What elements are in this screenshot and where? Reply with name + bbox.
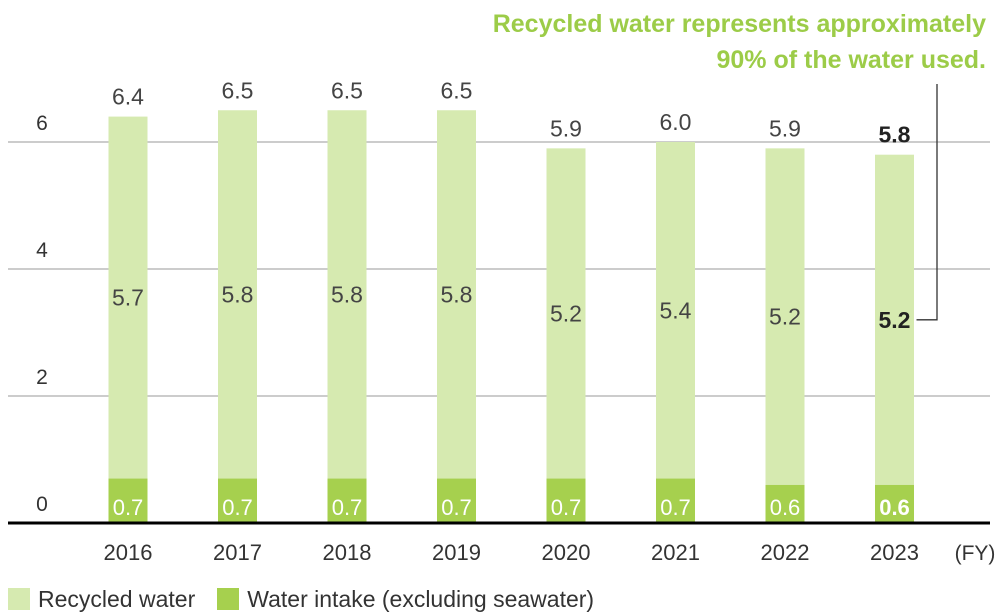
x-tick-label-2020: 2020 xyxy=(542,540,591,565)
total-label-2022: 5.9 xyxy=(769,115,801,141)
bar-recycled-2020 xyxy=(546,148,586,479)
bar-recycled-2018 xyxy=(327,110,367,479)
bar-intake-2016 xyxy=(108,478,148,523)
y-tick-label: 6 xyxy=(36,112,48,135)
total-label-2016: 6.4 xyxy=(112,84,144,110)
bar-intake-2018 xyxy=(327,478,367,523)
total-label-2017: 6.5 xyxy=(222,77,254,103)
legend-item-water-intake: Water intake (excluding seawater) xyxy=(217,586,594,613)
bar-recycled-2017 xyxy=(218,110,257,479)
recycled-label-2019: 5.8 xyxy=(441,281,473,307)
recycled-label-2016: 5.7 xyxy=(112,285,144,311)
intake-label-2019: 0.7 xyxy=(441,495,472,520)
total-label-2018: 6.5 xyxy=(331,77,363,103)
y-tick-label: 2 xyxy=(36,366,48,389)
intake-label-2021: 0.7 xyxy=(660,495,691,520)
x-tick-label-2019: 2019 xyxy=(432,540,481,565)
intake-label-2020: 0.7 xyxy=(551,495,582,520)
bar-recycled-2023 xyxy=(875,154,914,485)
bar-intake-2022 xyxy=(765,484,805,523)
bar-recycled-2021 xyxy=(656,142,695,479)
bar-intake-2023 xyxy=(875,484,914,523)
chart-annotation: Recycled water represents approximately … xyxy=(426,6,986,78)
bar-intake-2019 xyxy=(437,478,476,523)
intake-label-2017: 0.7 xyxy=(222,495,253,520)
x-tick-label-2021: 2021 xyxy=(651,540,700,565)
annotation-connector xyxy=(916,84,938,321)
recycled-label-2018: 5.8 xyxy=(331,281,363,307)
legend-swatch-water-intake xyxy=(217,588,240,610)
legend-label-water-intake: Water intake (excluding seawater) xyxy=(247,585,595,612)
intake-label-2022: 0.6 xyxy=(770,495,801,520)
x-axis-unit-label: (FY) xyxy=(955,542,996,565)
legend-swatch-recycled-water xyxy=(8,588,30,610)
bar-intake-2017 xyxy=(218,478,257,523)
bar-recycled-2016 xyxy=(108,116,148,479)
x-tick-label-2016: 2016 xyxy=(104,540,153,565)
legend-item-recycled-water: Recycled water xyxy=(8,586,195,613)
intake-label-2018: 0.7 xyxy=(332,495,363,520)
legend: Recycled water Water intake (excluding s… xyxy=(8,586,616,612)
bar-recycled-2019 xyxy=(437,110,476,479)
x-tick-label-2018: 2018 xyxy=(323,540,372,565)
x-tick-label-2022: 2022 xyxy=(761,540,810,565)
total-label-2021: 6.0 xyxy=(660,109,692,135)
annotation-line-2: 90% of the water used. xyxy=(716,46,986,74)
intake-label-2023: 0.6 xyxy=(879,495,910,520)
intake-label-2016: 0.7 xyxy=(113,495,144,520)
legend-label-recycled-water: Recycled water xyxy=(38,585,196,612)
x-tick-label-2017: 2017 xyxy=(213,540,262,565)
y-tick-label: 4 xyxy=(36,239,48,262)
recycled-label-2023: 5.2 xyxy=(879,307,911,333)
recycled-label-2020: 5.2 xyxy=(550,300,582,326)
bar-intake-2020 xyxy=(546,478,586,523)
recycled-label-2022: 5.2 xyxy=(769,304,801,330)
total-label-2020: 5.9 xyxy=(550,115,582,141)
bar-intake-2021 xyxy=(656,478,695,523)
x-tick-label-2023: 2023 xyxy=(870,540,919,565)
bar-recycled-2022 xyxy=(765,148,805,485)
recycled-label-2021: 5.4 xyxy=(660,297,692,323)
recycled-label-2017: 5.8 xyxy=(222,281,254,307)
y-tick-label: 0 xyxy=(36,493,48,516)
total-label-2023: 5.8 xyxy=(879,122,911,148)
annotation-line-1: Recycled water represents approximately xyxy=(492,10,986,38)
total-label-2019: 6.5 xyxy=(441,77,473,103)
